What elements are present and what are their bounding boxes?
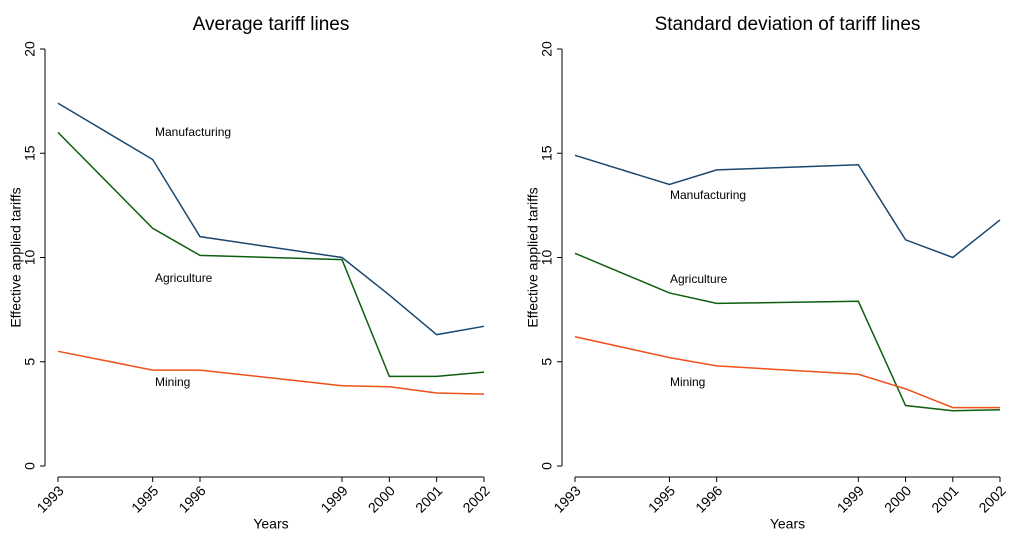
series-line [574, 252, 1001, 412]
y-tick-label: 0 [22, 462, 38, 470]
y-tick-label: 5 [22, 358, 38, 366]
x-tick-label: 1999 [834, 482, 867, 515]
series-line [57, 131, 485, 378]
x-tick-label: 2001 [928, 482, 961, 515]
series-line [57, 350, 485, 395]
y-tick-label: 10 [22, 250, 38, 266]
x-tick-label: 1993 [33, 482, 66, 515]
series-label: Mining [155, 375, 190, 389]
y-tick-label: 15 [22, 145, 38, 161]
x-tick-label: 2000 [881, 482, 914, 515]
x-tick-label: 1993 [550, 482, 583, 515]
series-line [57, 102, 485, 336]
y-tick-label: 20 [22, 41, 38, 57]
chart-title: Average tariff lines [193, 14, 350, 35]
series-line [574, 154, 1001, 259]
y-axis-label: Effective applied tariffs [8, 187, 24, 327]
y-tick-label: 15 [539, 145, 555, 161]
x-tick-label: 2001 [412, 482, 445, 515]
x-tick-label: 2002 [975, 482, 1008, 515]
x-axis-label: Years [770, 516, 805, 532]
series-line [574, 335, 1000, 409]
x-tick-label: 1996 [692, 482, 725, 515]
x-axis-label: Years [253, 516, 288, 532]
series-label: Manufacturing [670, 188, 746, 202]
y-axis-label: Effective applied tariffs [525, 187, 541, 327]
x-tick-label: 2002 [459, 482, 492, 515]
series-label: Mining [670, 375, 705, 389]
y-tick-label: 20 [539, 41, 555, 57]
y-tick-label: 5 [539, 358, 555, 366]
x-tick-label: 1996 [175, 482, 208, 515]
series-label: Agriculture [670, 272, 728, 286]
x-tick-label: 1995 [128, 482, 161, 515]
series-label: Agriculture [155, 271, 213, 285]
y-tick-label: 10 [539, 250, 555, 266]
x-tick-label: 1999 [317, 482, 350, 515]
y-tick-label: 0 [539, 462, 555, 470]
series-label: Manufacturing [155, 125, 231, 139]
chart-title: Standard deviation of tariff lines [655, 14, 921, 35]
x-tick-label: 1995 [645, 482, 678, 515]
x-tick-label: 2000 [365, 482, 398, 515]
